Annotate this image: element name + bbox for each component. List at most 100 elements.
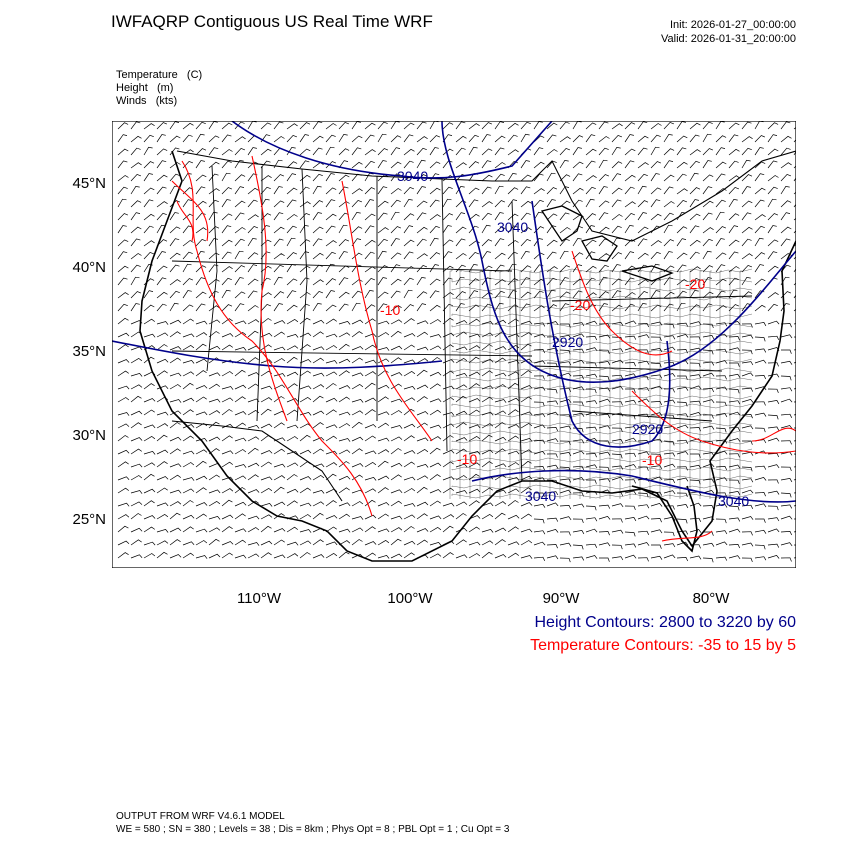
wind-barb [689, 555, 702, 560]
wind-barb [117, 344, 129, 351]
wind-barb [234, 303, 245, 312]
wind-barb [169, 264, 180, 273]
wind-barb [286, 123, 298, 130]
wind-barb [130, 276, 140, 286]
wind-barb [585, 336, 598, 341]
wind-barb [221, 122, 233, 130]
wind-barb [221, 149, 233, 156]
wind-barb [533, 503, 546, 508]
model-config-footer: WE = 580 ; SN = 380 ; Levels = 38 ; Dis … [116, 824, 510, 835]
wind-barb [143, 134, 154, 143]
wind-barb [130, 539, 142, 546]
wind-barb [455, 135, 467, 143]
wind-barb [585, 277, 596, 286]
lat-label-40: 40°N [72, 259, 106, 276]
wind-barb [260, 225, 270, 234]
wind-barb [338, 134, 348, 143]
wind-barb [754, 147, 764, 156]
wind-barb [533, 386, 546, 391]
wind-barb [741, 542, 754, 547]
wind-barb [390, 500, 403, 507]
wind-barb [754, 252, 766, 260]
wind-barb [494, 185, 504, 195]
wind-barb [598, 334, 611, 339]
init-time: Init: 2026-01-27_00:00:00 [670, 19, 796, 31]
wind-barb [637, 162, 649, 169]
wind-barb [169, 319, 182, 325]
wind-barb [650, 187, 662, 195]
wind-barb [169, 238, 180, 247]
wind-barb [260, 239, 272, 247]
wind-barb [676, 424, 689, 429]
wind-barb [260, 277, 271, 286]
wind-barb [364, 239, 376, 247]
wind-barb [715, 541, 728, 546]
wind-barb [247, 278, 259, 286]
wind-barb [637, 398, 650, 403]
wind-barb [780, 375, 792, 381]
wind-barb [520, 422, 533, 429]
wind-barb [247, 515, 260, 520]
lon-label-110w: 110°W [236, 590, 282, 607]
wind-barb [520, 320, 533, 325]
wind-barb [247, 542, 260, 546]
wind-barb [611, 187, 623, 195]
wind-barb [299, 396, 312, 403]
wind-barb [143, 290, 154, 299]
wind-barb [611, 199, 622, 208]
wind-barb [195, 227, 207, 234]
wind-barb [741, 398, 754, 403]
wind-barb [299, 317, 311, 325]
wind-barb [260, 450, 273, 455]
wind-barb [403, 186, 415, 195]
wind-barb [234, 501, 247, 507]
wind-barb [325, 225, 336, 234]
wind-barb [351, 252, 363, 260]
wind-barb [221, 476, 234, 481]
wind-barb [689, 225, 700, 234]
wind-barb [247, 161, 259, 169]
wind-barb [208, 527, 221, 533]
wind-barb [182, 213, 194, 221]
wind-barb [624, 239, 636, 247]
wind-barb [143, 173, 153, 182]
wind-barb [455, 162, 467, 169]
wind-barb [728, 555, 741, 560]
wind-barb [780, 323, 792, 328]
wind-barb [234, 227, 246, 234]
wind-barb [130, 253, 142, 260]
wind-barb [338, 160, 349, 169]
wind-barb [611, 386, 624, 390]
wind-barb [546, 544, 558, 549]
wind-barb [117, 423, 130, 429]
wind-barb [143, 515, 156, 520]
wind-barb [390, 211, 400, 221]
wind-barb [299, 239, 311, 247]
wind-barb [780, 440, 792, 445]
wind-barb [468, 356, 480, 364]
wind-barb [234, 411, 247, 416]
wind-barb [507, 318, 519, 325]
wind-barb [273, 358, 286, 364]
wind-barb [247, 436, 260, 442]
height-contour-label: 2920 [632, 421, 663, 437]
wind-barb [611, 321, 624, 326]
wind-barb [507, 199, 518, 208]
wind-barb [182, 500, 194, 507]
wind-barb [611, 439, 624, 444]
wind-barb [494, 512, 506, 520]
wind-barb [208, 515, 221, 520]
wind-barb [715, 556, 728, 561]
wind-barb [572, 556, 585, 561]
wind-barb [559, 277, 569, 286]
wind-barb [351, 319, 364, 325]
wind-barb [117, 303, 128, 312]
wind-barb [520, 121, 531, 130]
wind-barb [442, 225, 452, 234]
wind-barb [143, 225, 154, 234]
wind-barb [741, 478, 754, 483]
wind-barb [494, 384, 507, 390]
wind-barb [299, 540, 312, 546]
wind-barb [117, 502, 130, 507]
wind-barb [572, 386, 585, 391]
